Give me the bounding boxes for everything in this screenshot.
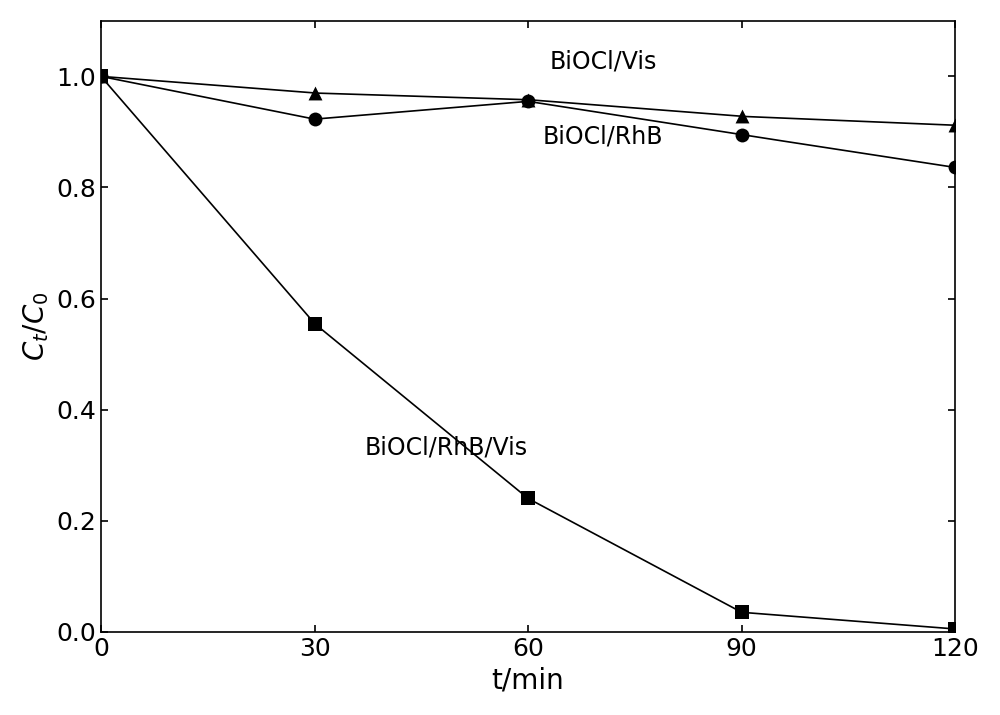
Point	[307, 87, 323, 99]
Point	[947, 119, 963, 131]
Point	[947, 162, 963, 173]
Point	[947, 623, 963, 635]
Point	[520, 493, 536, 504]
Text: BiOCl/Vis: BiOCl/Vis	[549, 49, 657, 74]
Text: BiOCl/RhB: BiOCl/RhB	[542, 124, 663, 149]
X-axis label: t/min: t/min	[492, 666, 564, 694]
Point	[93, 71, 109, 82]
Y-axis label: $C_t/C_0$: $C_t/C_0$	[21, 292, 51, 361]
Point	[734, 606, 750, 618]
Point	[93, 71, 109, 82]
Point	[93, 71, 109, 82]
Text: BiOCl/RhB/Vis: BiOCl/RhB/Vis	[364, 435, 527, 460]
Point	[734, 111, 750, 122]
Point	[307, 114, 323, 125]
Point	[734, 129, 750, 140]
Point	[307, 317, 323, 329]
Point	[520, 94, 536, 105]
Point	[520, 96, 536, 107]
